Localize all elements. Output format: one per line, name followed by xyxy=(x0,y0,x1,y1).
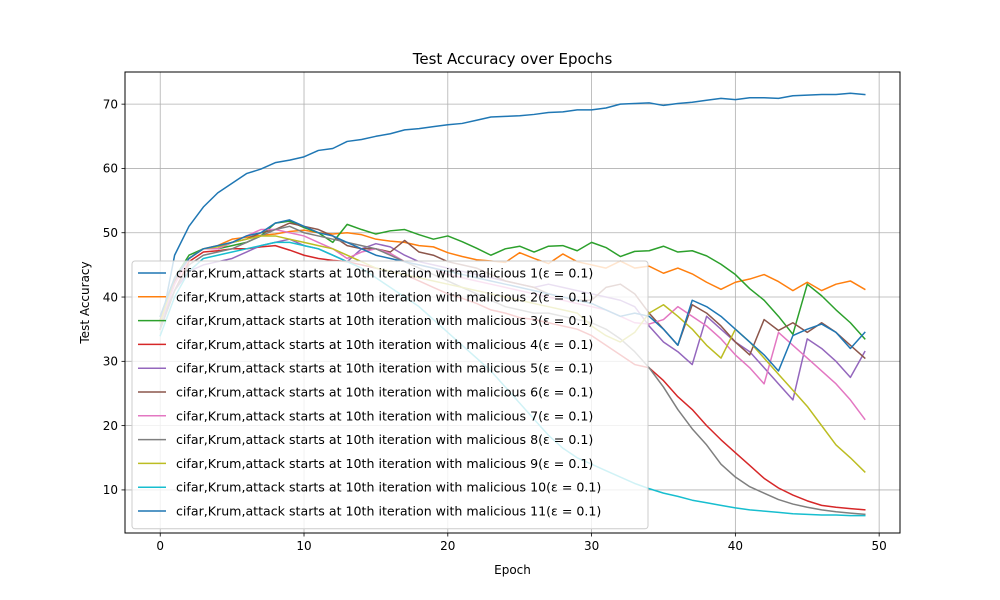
legend-label-9: cifar,Krum,attack starts at 10th iterati… xyxy=(176,456,593,471)
legend-label-3: cifar,Krum,attack starts at 10th iterati… xyxy=(176,313,593,328)
legend-label-5: cifar,Krum,attack starts at 10th iterati… xyxy=(176,361,593,376)
axis-ticks: 0 10 20 30 40 50 10 20 30 40 50 60 70 xyxy=(103,97,887,553)
x-tick-label: 0 xyxy=(156,539,164,553)
y-tick-label: 60 xyxy=(103,162,118,176)
legend-label-7: cifar,Krum,attack starts at 10th iterati… xyxy=(176,408,593,423)
legend-box xyxy=(131,260,649,530)
y-tick-label: 50 xyxy=(103,226,118,240)
y-tick-label: 10 xyxy=(103,483,118,497)
plot-frame xyxy=(124,71,901,534)
legend-label-1: cifar,Krum,attack starts at 10th iterati… xyxy=(176,266,593,281)
x-tick-label: 50 xyxy=(872,539,887,553)
chart-title: Test Accuracy over Epochs xyxy=(412,50,613,68)
legend-label-4: cifar,Krum,attack starts at 10th iterati… xyxy=(176,337,593,352)
y-tick-label: 70 xyxy=(103,97,118,111)
legend-label-2: cifar,Krum,attack starts at 10th iterati… xyxy=(176,289,593,304)
series-line-1 xyxy=(159,92,866,331)
x-tick-label: 20 xyxy=(440,539,455,553)
legend: cifar,Krum,attack starts at 10th iterati… xyxy=(131,260,649,530)
legend-label-11: cifar,Krum,attack starts at 10th iterati… xyxy=(176,504,601,519)
y-axis-label: Test Accuracy xyxy=(78,261,92,344)
y-tick-label: 20 xyxy=(103,419,118,433)
legend-label-6: cifar,Krum,attack starts at 10th iterati… xyxy=(176,385,593,400)
legend-label-10: cifar,Krum,attack starts at 10th iterati… xyxy=(176,480,601,495)
y-tick-label: 40 xyxy=(103,290,118,304)
series-line-2 xyxy=(159,229,866,324)
x-tick-label: 40 xyxy=(728,539,743,553)
x-tick-label: 10 xyxy=(296,539,311,553)
legend-label-8: cifar,Krum,attack starts at 10th iterati… xyxy=(176,432,593,447)
y-tick-label: 30 xyxy=(103,355,118,369)
x-axis-label: Epoch xyxy=(494,563,531,577)
x-tick-label: 30 xyxy=(584,539,599,553)
